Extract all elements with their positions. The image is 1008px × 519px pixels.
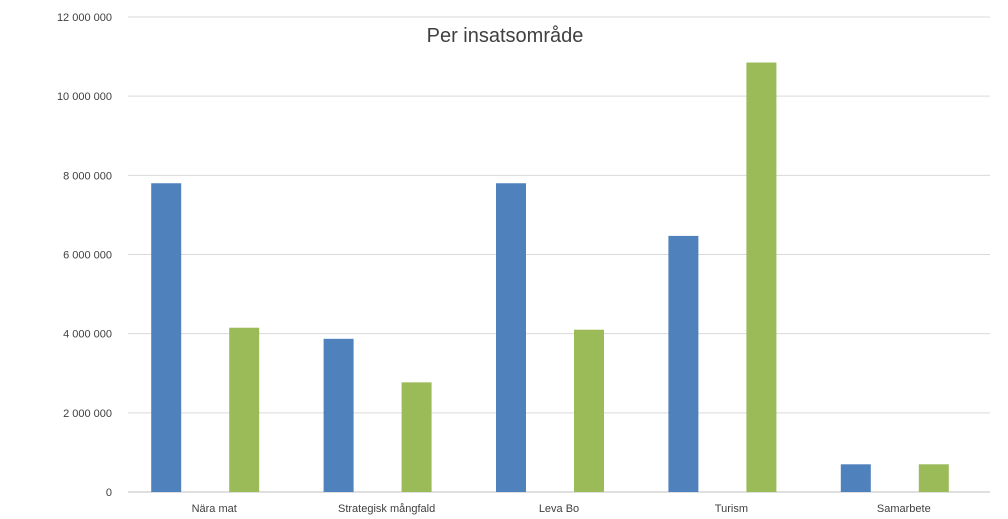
bars [151, 62, 949, 493]
chart-title: Per insatsområde [427, 25, 584, 47]
bar-series-2 [746, 62, 777, 492]
x-category-label: Nära mat [192, 503, 237, 515]
bar-series-2 [918, 464, 949, 492]
y-tick-label: 0 [106, 487, 112, 499]
x-category-label: Samarbete [877, 503, 931, 515]
bar-series-1 [151, 183, 182, 492]
bar-series-1 [496, 183, 526, 492]
y-tick-label: 10 000 000 [57, 91, 112, 103]
bar-series-2 [229, 327, 260, 492]
x-category-label: Strategisk mångfald [338, 503, 435, 515]
x-category-label: Turism [715, 503, 748, 515]
y-tick-label: 12 000 000 [57, 12, 112, 24]
y-tick-label: 8 000 000 [63, 170, 112, 182]
x-category-label: Leva Bo [539, 503, 579, 515]
y-axis-tick-labels: 0 2 000 000 4 000 000 6 000 000 8 000 000 10 … [57, 12, 112, 499]
x-axis-category-labels: Nära mat Strategisk mångfald Leva Bo Turism… [192, 503, 931, 515]
bar-series-1 [323, 338, 354, 492]
bar-series-1 [668, 235, 699, 493]
bar-series-1 [840, 464, 871, 492]
y-tick-label: 2 000 000 [63, 408, 112, 420]
y-tick-label: 6 000 000 [63, 250, 112, 262]
y-tick-label: 4 000 000 [63, 329, 112, 341]
gridlines [128, 16, 990, 493]
bar-series-2 [574, 329, 604, 492]
bar-series-2 [401, 382, 432, 492]
